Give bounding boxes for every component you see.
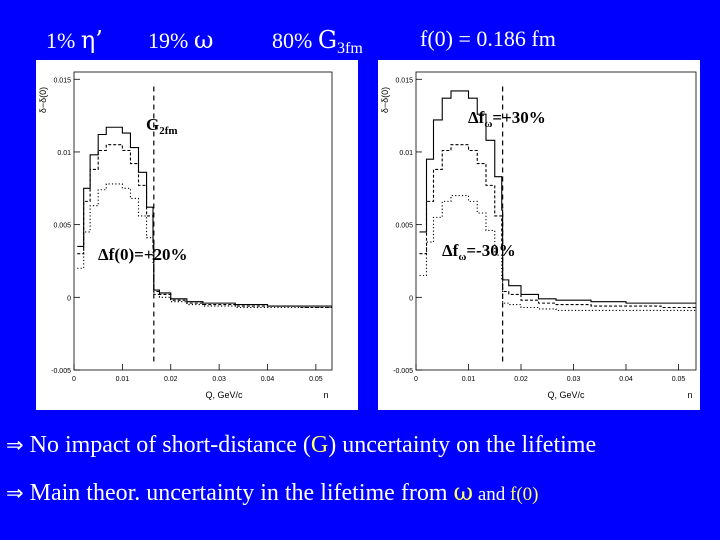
y-tick-label: 0.015 [53,77,71,84]
omega-percent: 19% [148,28,189,53]
x-axis-label: Q, GeV/c [547,390,585,400]
plot-frame [415,71,697,371]
x-tick-label: 0.05 [672,376,686,383]
y-tick-label: 0.005 [395,223,413,230]
x-tick-label: 0.04 [261,376,275,383]
y-tick-label: 0.01 [399,150,413,157]
x-tick-label: 0.03 [212,376,226,383]
bullet-2-and: and [473,484,511,505]
x-axis-label: Q, GeV/c [205,390,243,400]
x-tick-label: 0.02 [514,376,528,383]
bullet-1-text-end: ) uncertainty on the lifetime [328,432,597,458]
y-tick-label: -0.005 [51,368,71,375]
left-chart-panel: 0.015 0.01 0.005 0 -0.005 0 0.01 0.02 0.03 0.04 0.… [36,60,358,410]
chart-annotation: Δfω=-30% [442,241,516,263]
g-percent: 80% [272,28,313,53]
y-axis-label: δ−δ(0) [38,87,48,113]
bullet-2-f0: f(0) [510,484,539,505]
x-unit-label: n [323,390,328,400]
x-unit-label: n [687,390,692,400]
bullet-1: ⇒ No impact of short-distance (G) uncerta… [6,432,596,459]
series-line [77,144,332,309]
x-tick-label: 0 [72,376,76,383]
y-tick-label: 0.01 [57,150,71,157]
y-tick-label: 0 [409,295,413,302]
f0-value: f(0) = 0.186 fm [420,26,556,51]
right-chart-panel: 0.015 0.01 0.005 0 -0.005 0 0.01 0.02 0.03 0.04 0.… [378,60,700,410]
x-tick-label: 0.03 [567,376,581,383]
omega-symbol: ω [193,26,214,54]
g-subscript: 3fm [337,40,363,57]
x-tick-label: 0.02 [164,376,178,383]
series-line [77,183,332,309]
x-tick-label: 0.04 [619,376,633,383]
bullet-2: ⇒ Main theor. uncertainty in the lifetime… [6,478,539,507]
omega-fraction: 19% ω [148,26,213,54]
series-line [419,195,696,311]
y-tick-label: -0.005 [393,368,413,375]
bullet-2-text: Main theor. uncertainty in the lifetime … [29,480,454,506]
series-line [419,90,696,304]
y-tick-label: 0.005 [53,223,71,230]
x-tick-label: 0.01 [462,376,476,383]
eta-percent: 1% [46,28,76,53]
series-line [77,126,332,307]
g-fraction: 80% G3fm [272,26,363,58]
eta-fraction: 1% η’ [46,26,103,54]
chart-annotation: Δfω=+30% [468,108,546,130]
chart-annotation: G2fm [146,115,178,137]
x-tick-label: 0 [414,376,418,383]
g-label: G [317,26,337,54]
plot-frame [73,71,333,371]
eta-prime-symbol: η’ [80,26,103,54]
x-tick-label: 0.01 [116,376,130,383]
x-tick-label: 0.05 [309,376,323,383]
bullet-1-g: G [310,432,329,458]
chart-annotation: Δf(0)=+20% [98,245,188,264]
y-tick-label: 0 [67,295,71,302]
y-axis-label: δ−δ(0) [380,87,390,113]
implies-icon: ⇒ [6,481,24,505]
bullet-2-omega: ω [453,478,474,506]
y-tick-label: 0.015 [395,77,413,84]
bullet-1-text: No impact of short-distance ( [29,432,311,458]
implies-icon: ⇒ [6,433,24,457]
series-line [419,144,696,309]
